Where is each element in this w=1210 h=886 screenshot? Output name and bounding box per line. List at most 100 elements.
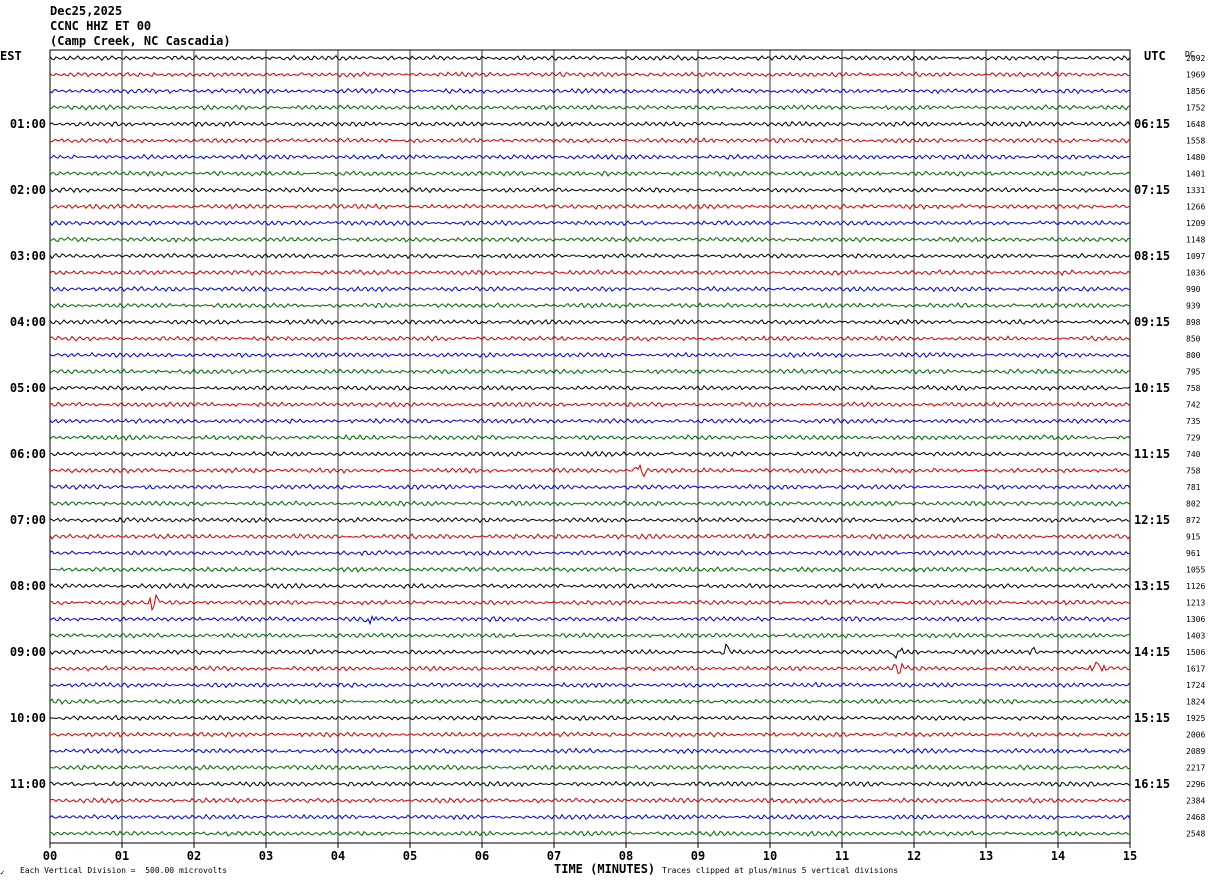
dc-offset-label: 961 <box>1186 549 1201 558</box>
seismic-trace <box>49 120 1131 128</box>
utc-hour-label: 09:15 <box>1134 315 1170 329</box>
x-tick-label: 14 <box>1051 849 1065 863</box>
dc-offset-label: 740 <box>1186 450 1201 459</box>
dc-offset-label: 758 <box>1186 384 1201 393</box>
seismic-trace <box>49 632 1131 639</box>
x-tick-label: 03 <box>259 849 273 863</box>
seismic-trace <box>49 747 1131 755</box>
utc-hour-label: 12:15 <box>1134 513 1170 527</box>
x-tick-label: 04 <box>331 849 345 863</box>
dc-offset-label: 898 <box>1186 318 1201 327</box>
dc-offset-label: 1306 <box>1186 615 1205 624</box>
seismic-trace <box>49 714 1131 722</box>
dc-offset-label: 2006 <box>1186 731 1205 740</box>
dc-offset-label: 1969 <box>1186 71 1205 80</box>
est-hour-label: 06:00 <box>10 447 46 461</box>
seismic-trace <box>49 54 1131 62</box>
seismic-trace <box>49 153 1130 161</box>
seismic-trace <box>50 463 1131 478</box>
seismic-trace <box>49 615 1131 626</box>
utc-hour-label: 07:15 <box>1134 183 1170 197</box>
seismic-trace <box>49 533 1131 540</box>
dc-offset-label: 2548 <box>1186 830 1205 839</box>
plot-date: Dec25,2025 <box>50 4 123 18</box>
x-tick-label: 10 <box>763 849 777 863</box>
est-hour-label: 11:00 <box>10 777 46 791</box>
dc-offset-label: 1752 <box>1186 104 1205 113</box>
utc-hour-label: 08:15 <box>1134 249 1170 263</box>
seismic-trace <box>49 351 1131 359</box>
dc-offset-label: 2468 <box>1186 813 1205 822</box>
x-tick-label: 05 <box>403 849 417 863</box>
seismic-trace <box>49 252 1131 260</box>
dc-offset-label: 781 <box>1186 483 1201 492</box>
x-tick-label: 13 <box>979 849 993 863</box>
clip-note: Traces clipped at plus/minus 5 vertical … <box>662 866 899 875</box>
dc-axis-title: DC <box>1185 50 1195 59</box>
seismic-trace <box>49 269 1131 277</box>
dc-offset-label: 2092 <box>1186 54 1205 63</box>
dc-offset-label: 742 <box>1186 401 1201 410</box>
utc-hour-label: 10:15 <box>1134 381 1170 395</box>
seismic-trace <box>49 186 1131 194</box>
seismic-trace <box>49 71 1131 78</box>
seismic-trace <box>49 137 1131 144</box>
seismic-trace <box>49 566 1131 573</box>
est-hour-label: 08:00 <box>10 579 46 593</box>
dc-offset-label: 850 <box>1186 335 1201 344</box>
seismic-trace <box>49 797 1131 804</box>
dc-offset-label: 1209 <box>1186 219 1205 228</box>
utc-hour-label: 13:15 <box>1134 579 1170 593</box>
dc-offset-label: 1480 <box>1186 153 1205 162</box>
dc-offset-label: 2384 <box>1186 797 1205 806</box>
utc-hour-label: 14:15 <box>1134 645 1170 659</box>
seismic-trace <box>49 582 1131 590</box>
x-tick-label: 15 <box>1123 849 1137 863</box>
seismic-trace <box>49 335 1131 342</box>
est-hour-label: 09:00 <box>10 645 46 659</box>
seismic-trace <box>49 698 1131 705</box>
plot-frame <box>49 49 1131 844</box>
x-axis-label: TIME (MINUTES) <box>554 862 656 876</box>
est-hour-label: 04:00 <box>10 315 46 329</box>
seismic-trace <box>50 285 1131 293</box>
x-tick-label: 00 <box>43 849 57 863</box>
dc-offset-label: 1097 <box>1186 252 1205 261</box>
seismic-trace <box>49 593 1131 612</box>
dc-offset-label: 758 <box>1186 467 1201 476</box>
seismic-trace <box>49 549 1131 557</box>
seismic-trace <box>49 643 1131 660</box>
dc-offset-label: 1648 <box>1186 120 1205 129</box>
seismic-trace <box>49 731 1131 738</box>
seismic-trace <box>49 661 1131 674</box>
dc-offset-label: 1401 <box>1186 170 1205 179</box>
utc-hour-label: 06:15 <box>1134 117 1170 131</box>
x-tick-label: 12 <box>907 849 921 863</box>
seismic-trace <box>49 433 1131 441</box>
seismic-trace <box>49 516 1131 524</box>
dc-offset-label: 1506 <box>1186 648 1205 657</box>
est-hour-label: 03:00 <box>10 249 46 263</box>
dc-offset-label: 735 <box>1186 417 1201 426</box>
dc-offset-label: 795 <box>1186 368 1201 377</box>
dc-offset-label: 2217 <box>1186 764 1205 773</box>
seismic-trace <box>50 830 1130 837</box>
utc-hour-label: 15:15 <box>1134 711 1170 725</box>
seismic-trace <box>49 813 1131 821</box>
dc-offset-label: 939 <box>1186 302 1201 311</box>
x-tick-label: 07 <box>547 849 561 863</box>
usgs-mark-icon: ✓ <box>0 868 5 877</box>
seismic-trace <box>49 104 1131 111</box>
dc-offset-label: 915 <box>1186 533 1201 542</box>
dc-offset-label: 802 <box>1186 500 1201 509</box>
station-location: (Camp Creek, NC Cascadia) <box>50 34 231 48</box>
dc-offset-label: 1266 <box>1186 203 1205 212</box>
dc-offset-label: 1617 <box>1186 665 1205 674</box>
dc-offset-label: 1055 <box>1186 566 1205 575</box>
x-tick-label: 02 <box>187 849 201 863</box>
x-tick-label: 11 <box>835 849 849 863</box>
dc-offset-label: 1036 <box>1186 269 1205 278</box>
est-hour-label: 02:00 <box>10 183 46 197</box>
seismic-trace <box>49 170 1131 177</box>
